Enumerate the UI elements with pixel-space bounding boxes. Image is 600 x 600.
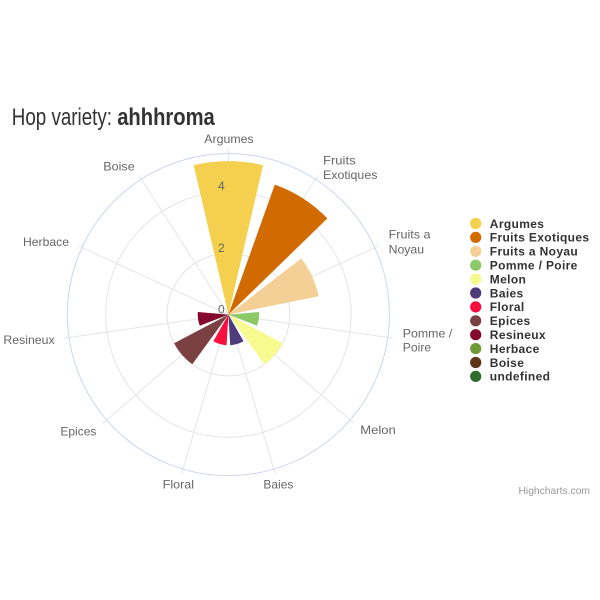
svg-text:Exotiques: Exotiques [323,168,377,182]
svg-text:Baies: Baies [263,478,293,492]
svg-text:Herbace: Herbace [490,342,540,356]
svg-text:Poire: Poire [403,341,432,355]
svg-text:Fruits a: Fruits a [389,228,431,242]
svg-text:0: 0 [218,302,225,316]
svg-text:Fruits a Noyau: Fruits a Noyau [490,245,578,259]
svg-text:Fruits Exotiques: Fruits Exotiques [490,231,590,245]
svg-text:Pomme / Poire: Pomme / Poire [490,259,578,273]
svg-text:undefined: undefined [490,370,550,384]
svg-text:Resineux: Resineux [490,328,546,342]
svg-text:Argumes: Argumes [490,217,544,231]
svg-text:Resineux: Resineux [3,333,54,347]
svg-text:Epices: Epices [490,314,531,328]
svg-text:Highcharts.com: Highcharts.com [518,486,590,497]
svg-text:Epices: Epices [60,424,96,438]
svg-text:Boise: Boise [103,160,135,174]
svg-text:Floral: Floral [163,478,194,492]
svg-text:Boise: Boise [490,356,524,370]
svg-text:Baies: Baies [490,286,524,300]
svg-text:Fruits: Fruits [323,154,356,168]
svg-text:Noyau: Noyau [389,242,425,256]
svg-text:2: 2 [218,241,225,255]
svg-text:Herbace: Herbace [23,235,69,249]
svg-text:Melon: Melon [360,423,396,437]
svg-text:Floral: Floral [490,300,525,314]
svg-text:Argumes: Argumes [204,132,253,146]
svg-text:4: 4 [218,179,225,193]
svg-text:Hop variety:: Hop variety: [12,104,117,131]
svg-text:ahhhroma: ahhhroma [117,104,215,131]
svg-text:Melon: Melon [490,272,526,286]
svg-text:Pomme /: Pomme / [403,327,453,341]
